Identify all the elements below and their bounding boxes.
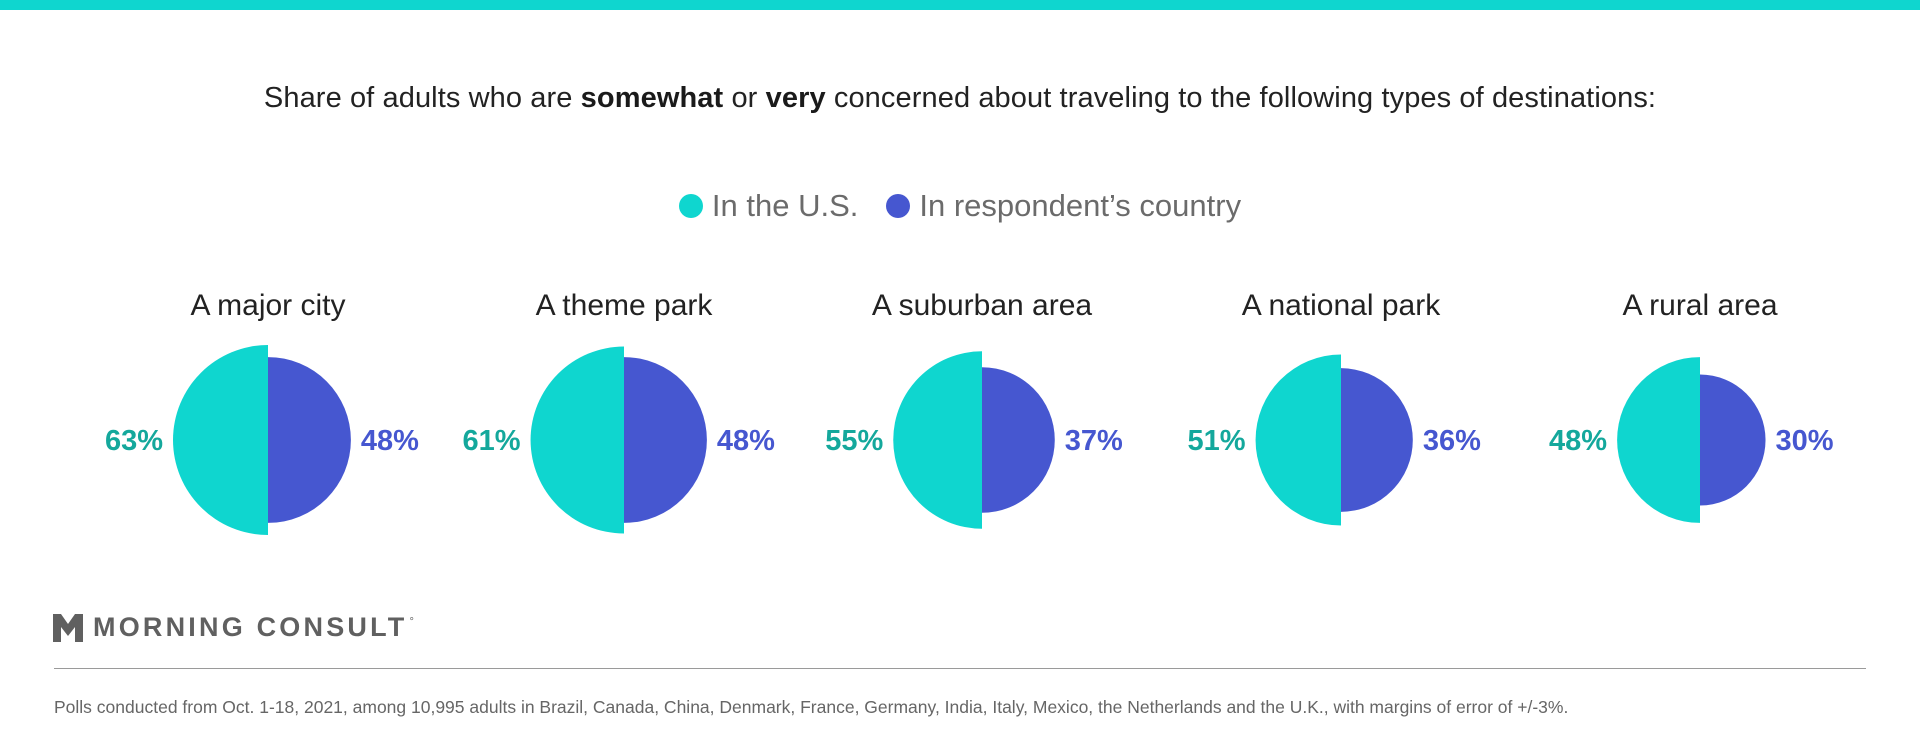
half-respondent-a-national-park <box>1341 368 1413 512</box>
value-label-us-a-rural-area: 48% <box>1549 425 1607 457</box>
half-us-a-national-park <box>1255 354 1341 526</box>
title-bold-somewhat: somewhat <box>580 82 724 114</box>
half-respondent-a-major-city <box>268 357 351 523</box>
half-respondent-a-rural-area <box>1700 374 1766 506</box>
title-mid: or <box>723 82 766 114</box>
morning-consult-logo: MORNING CONSULT ° <box>53 612 414 643</box>
value-label-respondent-a-suburban-area: 37% <box>1065 425 1123 457</box>
title-bold-very: very <box>765 82 826 114</box>
morning-consult-logo-icon <box>53 613 83 642</box>
half-respondent-a-theme-park <box>624 357 707 523</box>
title-post: concerned about traveling to the followi… <box>825 82 1657 114</box>
category-label-a-national-park: A national park <box>1242 289 1441 322</box>
legend-label-respondent-country: In respondent’s country <box>919 188 1242 223</box>
value-label-respondent-a-major-city: 48% <box>361 425 419 457</box>
value-label-respondent-a-national-park: 36% <box>1423 425 1481 457</box>
value-label-respondent-a-rural-area: 30% <box>1776 425 1834 457</box>
half-us-a-rural-area <box>1617 357 1700 523</box>
legend-item-us: In the U.S. <box>678 188 859 224</box>
half-respondent-a-suburban-area <box>982 367 1055 513</box>
category-label-a-theme-park: A theme park <box>536 289 714 322</box>
legend-label-us: In the U.S. <box>711 188 859 223</box>
title-pre: Share of adults who are <box>263 82 581 114</box>
legend-dot-us <box>678 194 703 218</box>
top-accent-bar <box>0 0 1920 10</box>
value-label-us-a-suburban-area: 55% <box>825 425 883 457</box>
value-label-us-a-national-park: 51% <box>1187 425 1245 457</box>
value-label-respondent-a-theme-park: 48% <box>717 425 775 457</box>
half-us-a-suburban-area <box>893 351 982 529</box>
legend: In the U.S. In respondent’s country <box>0 188 1920 224</box>
value-label-us-a-major-city: 63% <box>105 425 163 457</box>
category-label-a-rural-area: A rural area <box>1622 289 1777 322</box>
legend-dot-respondent-country <box>886 194 911 218</box>
half-circle-chart: A major city 63% 48% A theme park 61% 48% A su… <box>105 289 1834 535</box>
logo-text: MORNING CONSULT <box>93 612 408 642</box>
half-us-a-theme-park <box>530 346 624 534</box>
value-label-us-a-theme-park: 61% <box>462 425 520 457</box>
category-label-a-suburban-area: A suburban area <box>872 289 1092 322</box>
footer-divider <box>54 668 1866 669</box>
logo-registered-mark: ° <box>409 615 414 628</box>
chart-title: Share of adults who are somewhat or very… <box>0 82 1920 115</box>
legend-item-respondent-country: In respondent’s country <box>886 188 1241 224</box>
source-footnote: Polls conducted from Oct. 1-18, 2021, am… <box>54 697 1569 717</box>
category-label-a-major-city: A major city <box>190 289 345 322</box>
half-us-a-major-city <box>173 345 268 535</box>
